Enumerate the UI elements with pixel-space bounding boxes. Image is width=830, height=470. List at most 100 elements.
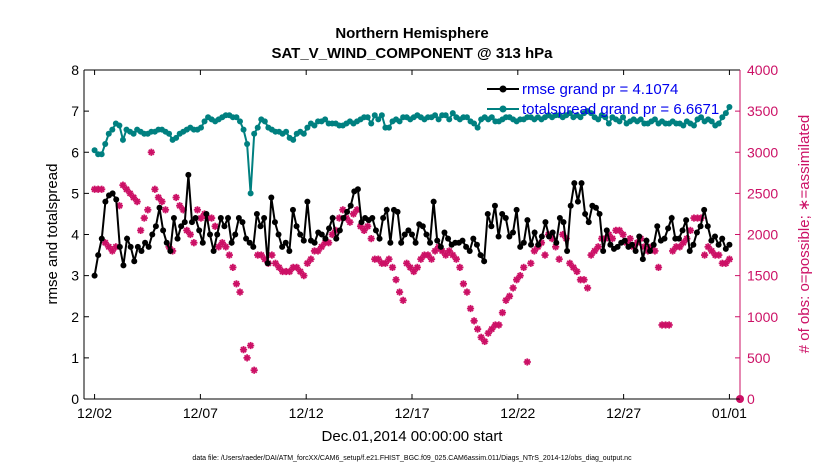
totalspread-point [105, 130, 112, 137]
totalspread-point [173, 134, 180, 141]
rmse-point [131, 258, 138, 265]
obs-asterisk-point [236, 288, 244, 296]
rmse-point [423, 231, 430, 238]
rmse-point [654, 223, 661, 230]
rmse-point [528, 241, 535, 248]
rmse-point [715, 241, 722, 248]
totalspread-point [236, 118, 243, 125]
rmse-point [275, 231, 282, 238]
rmse-point [380, 215, 387, 222]
rmse-point [145, 243, 152, 250]
totalspread-point [722, 110, 729, 117]
totalspread-point [119, 136, 126, 143]
right-tick-label: 3500 [747, 103, 778, 119]
rmse-point [369, 215, 376, 222]
rmse-point [585, 219, 592, 226]
obs-asterisk-point [247, 341, 255, 350]
left-axis-ticks: 0 1 2 3 4 5 6 7 8 [71, 62, 89, 407]
rmse-point [289, 206, 296, 213]
rmse-point [560, 219, 567, 226]
data-file-footnote: data file: /Users/raeder/DAI/ATM_forcXX/… [192, 455, 632, 462]
totalspread-point [719, 114, 726, 121]
rmse-point [538, 233, 545, 240]
right-axis-ticks: 0 500 1000 1500 2000 2500 3000 3500 4000 [735, 62, 778, 407]
rmse-point [113, 196, 120, 203]
totalspread-point [251, 130, 258, 137]
rmse-point [441, 229, 448, 236]
obs-asterisk-point [232, 280, 241, 288]
rmse-point [394, 208, 401, 215]
rmse-point [719, 235, 726, 242]
obs-asterisk-point [555, 255, 563, 263]
rmse-point [156, 204, 163, 211]
totalspread-point [726, 104, 733, 111]
totalspread-point [116, 122, 123, 129]
obs-asterisk-point [509, 284, 517, 292]
rmse-point [636, 233, 643, 240]
totalspread-point [595, 116, 602, 123]
rmse-point [344, 208, 351, 215]
x-tick-label: 12/12 [289, 405, 324, 421]
rmse-point [675, 235, 682, 242]
left-tick-label: 7 [71, 103, 79, 119]
rmse-point [639, 256, 646, 263]
rmse-point [250, 243, 257, 250]
rmse-point [243, 235, 250, 242]
obs-asterisk-point [715, 251, 723, 259]
totalspread-point [605, 120, 612, 127]
rmse-point [98, 235, 105, 242]
totalspread-point [304, 124, 311, 131]
obs-asterisk-point [427, 255, 436, 263]
obs-asterisk-point [594, 243, 602, 251]
rmse-point [711, 233, 718, 240]
rmse-point [607, 241, 614, 248]
rmse-point [225, 215, 232, 222]
totalspread-point [637, 116, 644, 123]
rmse-point [246, 239, 253, 246]
rmse-point [459, 237, 466, 244]
rmse-point [556, 215, 563, 222]
obs-asterisk-point [225, 251, 233, 259]
rmse-point [531, 229, 538, 236]
obs-asterisk-point [161, 206, 170, 214]
obs-asterisk-point [520, 263, 528, 271]
rmse-point [152, 223, 159, 230]
left-tick-label: 4 [71, 227, 79, 243]
totalspread-point [442, 112, 449, 119]
rmse-point [279, 243, 286, 250]
rmse-point [221, 223, 228, 230]
totalspread-point [435, 116, 442, 123]
totalspread-point [102, 141, 109, 148]
obs-asterisk-point [222, 243, 230, 251]
rmse-point [170, 215, 177, 222]
rmse-point [163, 239, 170, 246]
rmse-point [124, 235, 131, 242]
rmse-point [600, 247, 607, 254]
rmse-point [473, 241, 480, 248]
x-tick-label: 12/07 [183, 405, 218, 421]
obs-asterisk-point [300, 272, 308, 280]
rmse-point [517, 243, 524, 250]
rmse-point [304, 198, 311, 205]
rmse-point [722, 245, 729, 252]
rmse-point [293, 223, 300, 230]
left-tick-label: 1 [71, 350, 79, 366]
rmse-point [336, 227, 343, 234]
chart-subtitle: SAT_V_WIND_COMPONENT @ 313 hPa [271, 45, 553, 62]
totalspread-point [375, 116, 382, 123]
obs-asterisk-point [250, 366, 258, 374]
rmse-point [708, 237, 715, 244]
obs-asterisk-point [463, 288, 471, 296]
totalspread-point [233, 114, 240, 121]
rmse-point [661, 235, 668, 242]
rmse-point [239, 219, 246, 226]
rmse-point [683, 217, 690, 224]
obs-asterisk-point [573, 267, 581, 276]
rmse-point [167, 247, 174, 254]
rmse-point [268, 194, 275, 201]
obs-asterisk-point [530, 247, 538, 255]
rmse-point [185, 171, 192, 178]
rmse-point [553, 239, 560, 246]
obs-asterisk-point [619, 230, 627, 239]
rmse-point [495, 233, 502, 240]
